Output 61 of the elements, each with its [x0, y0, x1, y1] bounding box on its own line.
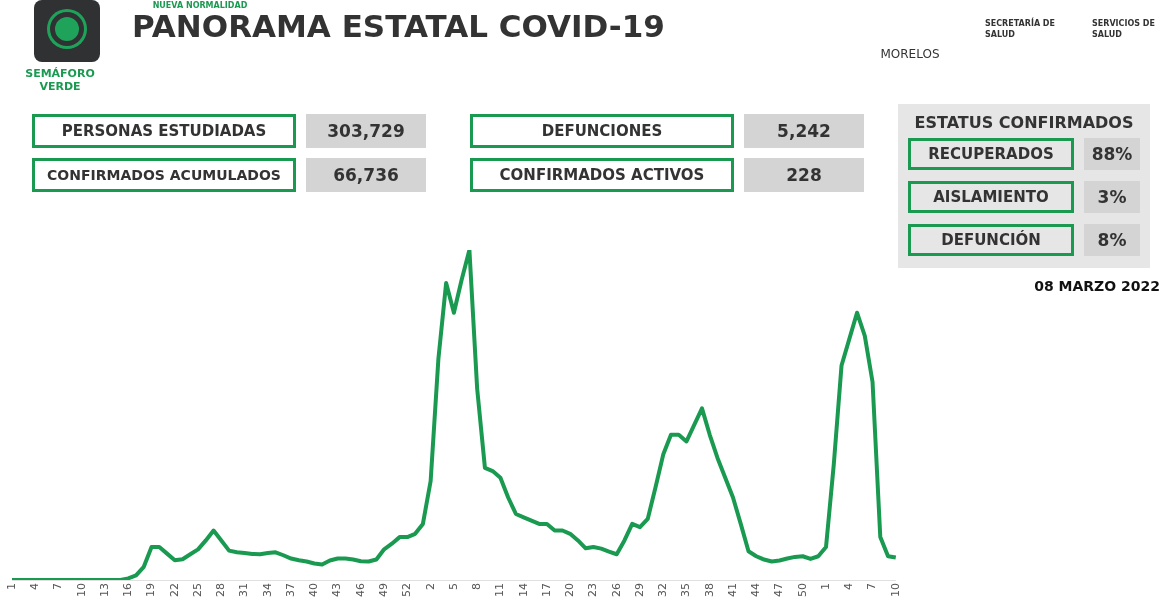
text: DEFUNCIONES — [470, 114, 734, 148]
text: CONFIRMADOS ACUMULADOS — [32, 158, 296, 192]
x-tick-label: 31 — [237, 583, 251, 597]
x-tick-label: 5 — [446, 583, 460, 590]
x-tick-label: 7 — [51, 583, 65, 590]
x-tick-label: 20 — [563, 583, 577, 597]
x-tick-label: 10 — [888, 583, 902, 597]
x-tick-label: 19 — [144, 583, 158, 597]
text: 8% — [1084, 224, 1140, 256]
x-tick-label: 50 — [795, 583, 809, 597]
text: PERSONAS ESTUDIADAS — [32, 114, 296, 148]
x-tick-label: 4 — [28, 583, 42, 590]
x-tick-label: 47 — [772, 583, 786, 597]
x-tick-label: 14 — [516, 583, 530, 597]
x-tick-label: 13 — [97, 583, 111, 597]
x-tick-label: 44 — [749, 583, 763, 597]
x-tick-label: 10 — [74, 583, 88, 597]
x-tick-label: 25 — [190, 583, 204, 597]
x-tick-label: 32 — [656, 583, 670, 597]
x-tick-label: 37 — [283, 583, 297, 597]
text: RECUPERADOS — [908, 138, 1074, 170]
text: 3% — [1084, 181, 1140, 213]
x-tick-label: 38 — [702, 583, 716, 597]
text: SEMÁFORO VERDE — [24, 66, 96, 94]
x-tick-label: 16 — [121, 583, 135, 597]
x-tick-label: 52 — [400, 583, 414, 597]
x-tick-label: 22 — [167, 583, 181, 597]
x-tick-label: 8 — [470, 583, 484, 590]
x-tick-label: 43 — [330, 583, 344, 597]
x-tick-label: 11 — [493, 583, 507, 597]
x-tick-label: 26 — [609, 583, 623, 597]
text: 5,242 — [744, 114, 864, 148]
text: DEFUNCIÓN — [908, 224, 1074, 256]
text: 228 — [744, 158, 864, 192]
text: 303,729 — [306, 114, 426, 148]
text: 08 MARZO 2022 — [1033, 277, 1160, 296]
text: SECRETARÍA DE SALUD — [985, 16, 1056, 41]
text: SERVICIOS DE SALUD — [1092, 18, 1156, 41]
x-tick-label: 35 — [679, 583, 693, 597]
x-tick-label: 23 — [586, 583, 600, 597]
text: ESTATUS CONFIRMADOS — [913, 111, 1135, 134]
text: 66,736 — [306, 158, 426, 192]
x-tick-label: 2 — [423, 583, 437, 590]
text: AISLAMIENTO — [908, 181, 1074, 213]
text: 88% — [1084, 138, 1140, 170]
x-tick-label: 40 — [307, 583, 321, 597]
text: NUEVA NORMALIDAD — [151, 0, 249, 10]
x-tick-label: 1 — [818, 583, 832, 590]
x-tick-label: 4 — [842, 583, 856, 590]
chart-title: PANORAMA ESTATAL COVID-19 — [132, 8, 665, 44]
x-tick-label: 49 — [376, 583, 390, 597]
x-tick-label: 41 — [725, 583, 739, 597]
x-tick-label: 1 — [4, 583, 18, 590]
x-tick-label: 46 — [353, 583, 367, 597]
text: MORELOS — [879, 46, 941, 62]
x-tick-label: 34 — [260, 583, 274, 597]
x-tick-label: 17 — [539, 583, 553, 597]
x-tick-label: 7 — [865, 583, 879, 590]
text: CONFIRMADOS ACTIVOS — [470, 158, 734, 192]
x-tick-label: 29 — [632, 583, 646, 597]
x-tick-label: 28 — [214, 583, 228, 597]
